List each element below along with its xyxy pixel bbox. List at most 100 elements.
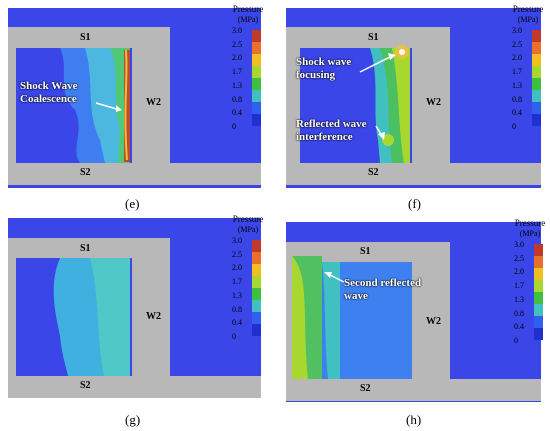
panel-e-s2-label: S2 bbox=[80, 167, 91, 178]
colorbar-segment bbox=[252, 252, 261, 264]
legend-tick-label: 1.7 bbox=[232, 277, 242, 287]
legend-tick-label: 2.5 bbox=[232, 249, 242, 259]
panel-f-s2-label: S2 bbox=[368, 167, 379, 178]
colorbar-segment bbox=[252, 30, 261, 42]
legend-title: Pressure bbox=[232, 4, 264, 14]
colorbar-segment bbox=[532, 78, 541, 90]
panel-f-pressure-legend: Pressure (MPa) 3.0 2.5 2.0 1.7 1.3 0.8 0.4 0 bbox=[506, 4, 550, 134]
panel-g-s2-label: S2 bbox=[80, 380, 91, 391]
panel-f-annotation-focusing: Shock wave focusing bbox=[296, 56, 352, 81]
colorbar-segment bbox=[534, 316, 543, 328]
legend-tick-label: 0 bbox=[232, 332, 236, 341]
colorbar-segment bbox=[252, 66, 261, 78]
legend-tick-label: 3.0 bbox=[232, 236, 242, 245]
panel-h-s1-label: S1 bbox=[360, 246, 371, 257]
colorbar-segment bbox=[532, 90, 541, 102]
legend-colorbar bbox=[534, 244, 543, 340]
legend-tick-label: 2.5 bbox=[232, 39, 242, 49]
legend-title: Pressure bbox=[512, 4, 544, 14]
colorbar-segment bbox=[534, 256, 543, 268]
panel-e: S1 S2 W2 Shock Wave Coalescence (e) Pres… bbox=[0, 0, 270, 215]
colorbar-segment bbox=[252, 312, 261, 324]
panel-f-simulation-image bbox=[286, 8, 541, 188]
legend-tick-label: 0.8 bbox=[514, 308, 524, 318]
colorbar-segment bbox=[532, 66, 541, 78]
panel-g: S1 S2 W2 (g) Pressure (MPa) 3.0 2.5 2.0 1.7… bbox=[0, 214, 270, 431]
legend-tick-label: 1.3 bbox=[512, 80, 522, 90]
panel-h: S1 S2 W2 Second reflected wave (h) Press… bbox=[280, 216, 550, 431]
panel-f-caption: (f) bbox=[408, 196, 421, 211]
colorbar-segment bbox=[252, 264, 261, 276]
colorbar-segment bbox=[252, 102, 261, 114]
legend-tick-label: 0.4 bbox=[514, 322, 524, 332]
legend-tick-label: 1.3 bbox=[514, 294, 524, 304]
legend-colorbar bbox=[252, 30, 261, 126]
colorbar-segment bbox=[534, 268, 543, 280]
colorbar-segment bbox=[534, 280, 543, 292]
legend-title: Pressure bbox=[232, 214, 264, 224]
legend-unit: (MPa) bbox=[237, 225, 259, 234]
colorbar-segment bbox=[252, 276, 261, 288]
legend-tick-label: 3.0 bbox=[512, 26, 522, 35]
panel-h-pressure-legend: Pressure (MPa) 3.0 2.5 2.0 1.7 1.3 0.8 0.4 0 bbox=[508, 218, 550, 348]
panel-h-simulation-image bbox=[286, 222, 541, 402]
panel-f-w2-label: W2 bbox=[426, 97, 441, 108]
legend-tick-label: 0.8 bbox=[232, 94, 242, 104]
legend-tick-label: 0 bbox=[512, 122, 516, 131]
legend-tick-label: 0.8 bbox=[512, 94, 522, 104]
colorbar-segment bbox=[534, 304, 543, 316]
colorbar-segment bbox=[252, 42, 261, 54]
legend-tick-label: 2.5 bbox=[512, 39, 522, 49]
legend-tick-label: 1.3 bbox=[232, 290, 242, 300]
panel-g-w2-label: W2 bbox=[146, 311, 161, 322]
legend-tick-label: 1.7 bbox=[512, 67, 522, 77]
legend-unit: (MPa) bbox=[237, 15, 259, 24]
legend-title: Pressure bbox=[514, 218, 546, 228]
colorbar-segment bbox=[532, 114, 541, 126]
colorbar-segment bbox=[252, 54, 261, 66]
colorbar-segment bbox=[532, 102, 541, 114]
legend-tick-label: 0.4 bbox=[512, 108, 522, 118]
panel-e-simulation-image bbox=[8, 8, 261, 188]
panel-f-s1-label: S1 bbox=[368, 32, 379, 43]
panel-h-annotation-second-reflected: Second reflected wave bbox=[344, 277, 422, 302]
colorbar-segment bbox=[252, 78, 261, 90]
legend-tick-label: 0.8 bbox=[232, 304, 242, 314]
panel-e-s1-label: S1 bbox=[80, 32, 91, 43]
legend-colorbar bbox=[532, 30, 541, 126]
legend-tick-label: 2.0 bbox=[232, 263, 242, 273]
legend-tick-label: 1.7 bbox=[514, 281, 524, 291]
panel-e-w2-label: W2 bbox=[146, 97, 161, 108]
legend-tick-label: 0 bbox=[232, 122, 236, 131]
panel-e-caption: (e) bbox=[125, 196, 140, 211]
colorbar-segment bbox=[252, 288, 261, 300]
panel-g-pressure-legend: Pressure (MPa) 3.0 2.5 2.0 1.7 1.3 0.8 0.4 0 bbox=[226, 214, 270, 344]
colorbar-segment bbox=[532, 54, 541, 66]
panel-h-caption: (h) bbox=[406, 412, 422, 427]
legend-tick-label: 1.7 bbox=[232, 67, 242, 77]
colorbar-segment bbox=[252, 114, 261, 126]
panel-g-simulation-image bbox=[8, 218, 261, 398]
panel-g-caption: (g) bbox=[125, 412, 141, 427]
legend-tick-label: 0.4 bbox=[232, 318, 242, 328]
colorbar-segment bbox=[252, 300, 261, 312]
colorbar-segment bbox=[534, 292, 543, 304]
colorbar-segment bbox=[252, 324, 261, 336]
colorbar-segment bbox=[534, 244, 543, 256]
panel-e-pressure-legend: Pressure (MPa) 3.0 2.5 2.0 1.7 1.3 0.8 0.4 0 bbox=[226, 4, 270, 134]
legend-tick-label: 2.5 bbox=[514, 253, 524, 263]
legend-tick-label: 0 bbox=[514, 336, 518, 345]
legend-ticks: 3.0 2.5 2.0 1.7 1.3 0.8 0.4 0 bbox=[514, 240, 532, 350]
legend-tick-label: 2.0 bbox=[514, 267, 524, 277]
panel-g-s1-label: S1 bbox=[80, 243, 91, 254]
legend-ticks: 3.0 2.5 2.0 1.7 1.3 0.8 0.4 0 bbox=[232, 26, 250, 136]
panel-h-s2-label: S2 bbox=[360, 383, 371, 394]
legend-unit: (MPa) bbox=[519, 229, 541, 238]
panel-f-annotation-interference: Reflected wave interference bbox=[296, 118, 367, 143]
legend-tick-label: 1.3 bbox=[232, 80, 242, 90]
colorbar-segment bbox=[252, 240, 261, 252]
colorbar-segment bbox=[532, 42, 541, 54]
legend-tick-label: 2.0 bbox=[512, 53, 522, 63]
legend-tick-label: 0.4 bbox=[232, 108, 242, 118]
legend-tick-label: 2.0 bbox=[232, 53, 242, 63]
